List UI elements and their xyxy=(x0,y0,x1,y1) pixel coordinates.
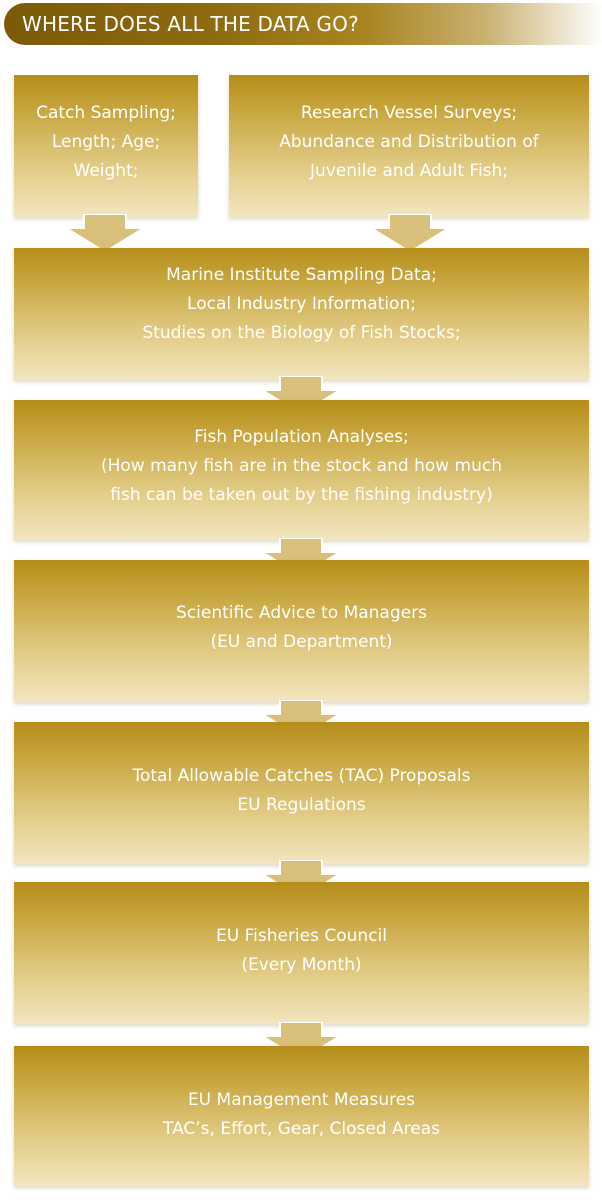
population-analyses-label: Fish Population Analyses; (How many fish… xyxy=(100,427,503,505)
management-measures-label: EU Management Measures TAC’s, Effort, Ge… xyxy=(163,1090,440,1139)
tac-proposals-box: Total Allowable Catches (TAC) Proposals … xyxy=(14,722,589,864)
scientific-advice-box: Scientific Advice to Managers (EU and De… xyxy=(14,560,589,702)
tac-proposals-label: Total Allowable Catches (TAC) Proposals … xyxy=(132,766,471,815)
catch-sampling-box: Catch Sampling; Length; Age; Weight; xyxy=(14,75,198,217)
down-arrow-icon xyxy=(66,214,144,252)
fisheries-council-box: EU Fisheries Council (Every Month) xyxy=(14,882,589,1024)
sampling-data-label: Marine Institute Sampling Data; Local In… xyxy=(142,265,461,343)
scientific-advice-label: Scientific Advice to Managers (EU and De… xyxy=(176,603,427,652)
fisheries-council-label: EU Fisheries Council (Every Month) xyxy=(216,926,387,975)
down-arrow-icon xyxy=(371,214,449,252)
research-surveys-box: Research Vessel Surveys; Abundance and D… xyxy=(229,75,589,217)
population-analyses-box: Fish Population Analyses; (How many fish… xyxy=(14,400,589,540)
header-banner: WHERE DOES ALL THE DATA GO? xyxy=(4,3,602,45)
catch-sampling-label: Catch Sampling; Length; Age; Weight; xyxy=(36,103,176,181)
sampling-data-box: Marine Institute Sampling Data; Local In… xyxy=(14,248,589,380)
research-surveys-label: Research Vessel Surveys; Abundance and D… xyxy=(279,103,539,181)
management-measures-box: EU Management Measures TAC’s, Effort, Ge… xyxy=(14,1046,589,1186)
page-title: WHERE DOES ALL THE DATA GO? xyxy=(22,12,359,36)
